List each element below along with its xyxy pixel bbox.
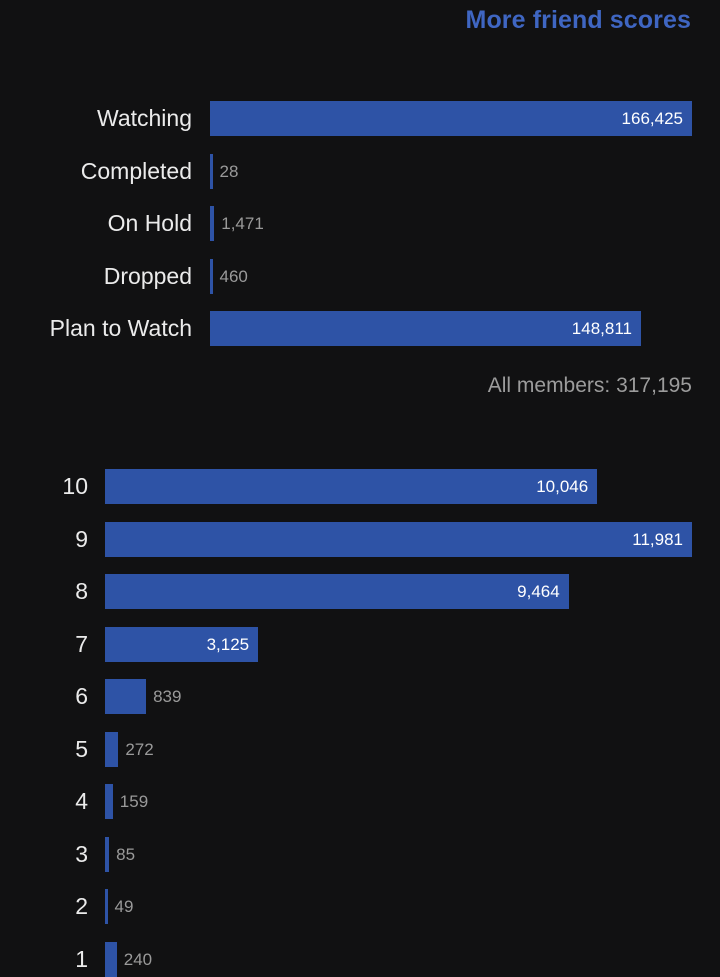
status-row: Plan to Watch 148,811 — [0, 311, 720, 346]
score-value: 10,046 — [536, 477, 589, 496]
status-bar — [210, 258, 213, 294]
score-value: 11,981 — [632, 529, 683, 549]
score-value: 240 — [123, 949, 153, 969]
status-label: Plan to Watch — [49, 315, 192, 341]
score-bar — [105, 469, 598, 504]
status-value: 460 — [219, 266, 248, 286]
status-value: 1,471 — [221, 214, 264, 233]
score-row: 10 10,046 — [0, 469, 720, 504]
score-row: 1 240 — [0, 941, 720, 977]
status-bar — [210, 101, 692, 136]
score-row: 7 3,125 — [0, 626, 720, 662]
score-label: 7 — [75, 630, 88, 657]
score-bar — [105, 574, 569, 609]
status-value: 28 — [219, 161, 239, 181]
score-distribution-chart: 10 10,046 9 11,981 8 9,464 7 3,125 6 839 5 272 4 159 3… — [0, 469, 720, 977]
score-row: 4 159 — [0, 784, 720, 819]
status-label: Completed — [80, 157, 192, 184]
score-label: 3 — [75, 840, 88, 867]
score-label: 5 — [75, 735, 88, 762]
status-label: Watching — [96, 105, 192, 131]
score-value: 3,125 — [206, 634, 250, 654]
more-friend-scores-link[interactable]: More friend scores — [465, 6, 691, 34]
status-label: Dropped — [103, 262, 192, 289]
score-value: 49 — [114, 897, 134, 916]
status-row: Dropped 460 — [0, 258, 720, 294]
score-row: 5 272 — [0, 731, 720, 767]
status-bar — [210, 153, 213, 189]
score-row: 9 11,981 — [0, 521, 720, 557]
status-row: On Hold 1,471 — [0, 206, 720, 241]
score-bar — [105, 626, 259, 662]
score-value: 9,464 — [517, 582, 560, 601]
status-bar — [210, 311, 641, 346]
score-row: 2 49 — [0, 889, 720, 924]
score-value: 159 — [119, 792, 149, 811]
status-value: 148,811 — [571, 319, 632, 338]
all-members-total: All members: 317,195 — [487, 374, 692, 397]
score-bar — [105, 889, 108, 924]
score-bar — [105, 836, 110, 872]
score-bar — [105, 731, 119, 767]
score-label: 4 — [75, 788, 88, 814]
score-value: 85 — [116, 844, 136, 864]
status-row: Watching 166,425 — [0, 101, 720, 136]
score-row: 8 9,464 — [0, 574, 720, 609]
score-bar — [105, 679, 147, 714]
score-row: 3 85 — [0, 836, 720, 872]
score-label: 10 — [62, 473, 88, 499]
score-row: 6 839 — [0, 679, 720, 714]
status-bar — [210, 206, 215, 241]
score-label: 6 — [75, 683, 88, 709]
score-label: 2 — [75, 893, 88, 919]
status-distribution-chart: Watching 166,425 Completed 28 On Hold 1,471 Dr… — [0, 101, 720, 364]
score-value: 272 — [125, 739, 154, 759]
score-label: 1 — [75, 945, 88, 972]
score-bar — [105, 784, 113, 819]
score-bar — [105, 941, 117, 977]
score-label: 9 — [75, 525, 88, 552]
score-label: 8 — [75, 578, 88, 604]
status-label: On Hold — [107, 210, 192, 236]
score-value: 839 — [153, 687, 182, 706]
score-bar — [105, 521, 692, 557]
status-row: Completed 28 — [0, 153, 720, 189]
status-value: 166,425 — [621, 109, 683, 128]
